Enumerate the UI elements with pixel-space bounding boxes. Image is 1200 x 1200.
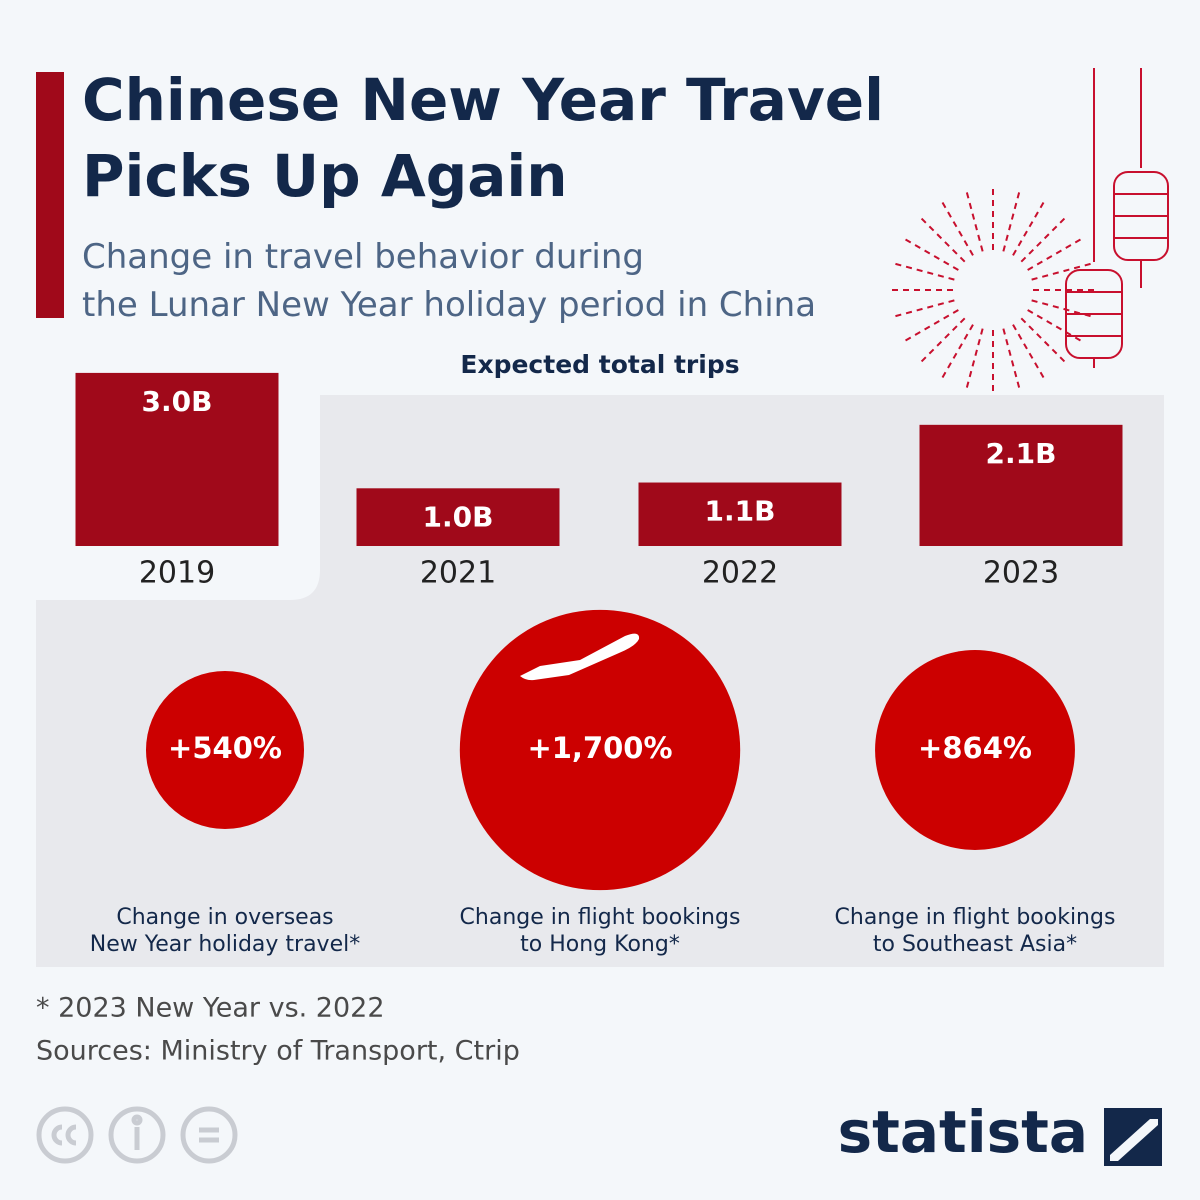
bar-value-label: 1.1B (705, 495, 776, 528)
brand-mark-stripe (1110, 1119, 1158, 1161)
title: Chinese New Year Travel Picks Up Again (82, 66, 884, 210)
bubble-label: Change in flight bookings to Southeast As… (835, 905, 1116, 957)
bubble-value-label: +540% (168, 731, 282, 765)
decoration (888, 68, 1169, 395)
subtitle: Change in travel behavior during the Luna… (82, 237, 816, 325)
bubble-value-label: +864% (918, 731, 1032, 765)
bar-chart-title: Expected total trips (460, 350, 739, 379)
bubble-value-label: +1,700% (527, 731, 672, 765)
category-label: 2021 (420, 556, 496, 591)
bubble-label: Change in flight bookings to Hong Kong* (460, 905, 741, 957)
bar-value-label: 2.1B (986, 437, 1057, 470)
bar (356, 488, 560, 546)
license-icons (36, 1106, 238, 1164)
bar-value-label: 1.0B (423, 500, 494, 533)
bubble-label: Change in overseas New Year holiday trave… (90, 905, 360, 957)
bar-value-label: 3.0B (142, 385, 213, 418)
footnote: * 2023 New Year vs. 2022 (36, 993, 385, 1024)
bar (919, 424, 1123, 546)
category-label: 2019 (139, 556, 215, 591)
bar (638, 482, 842, 546)
source: Sources: Ministry of Transport, Ctrip (36, 1036, 520, 1067)
category-label: 2023 (983, 556, 1059, 591)
bar (75, 372, 279, 546)
bubble (875, 650, 1075, 850)
plane-icon (520, 633, 640, 681)
accent-bar (36, 72, 64, 318)
brand-logo: statista (838, 1098, 1088, 1166)
category-label: 2022 (702, 556, 778, 591)
bubble (145, 670, 305, 830)
